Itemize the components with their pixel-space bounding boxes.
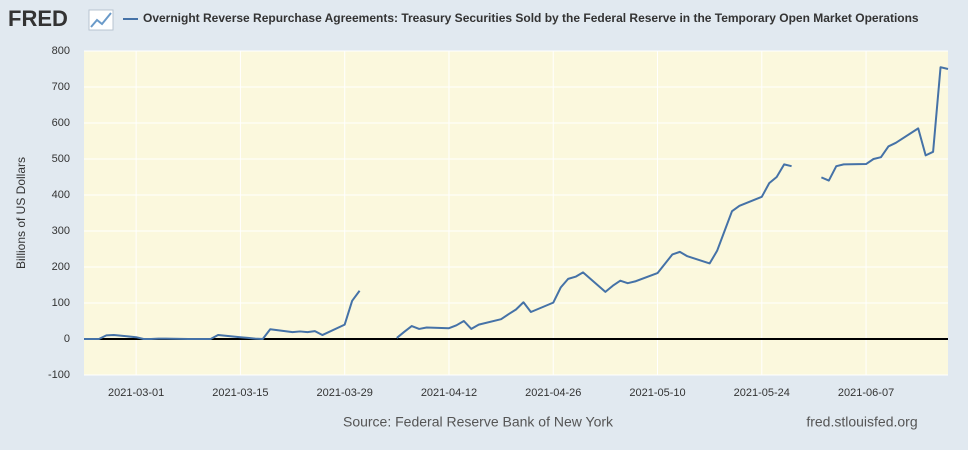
- x-tick-label: 2021-03-01: [108, 387, 164, 399]
- source: Source: Federal Reserve Bank of New York: [343, 414, 614, 430]
- x-tick-label: 2021-05-10: [629, 387, 685, 399]
- y-tick-label: 100: [52, 297, 70, 309]
- x-tick-label: 2021-05-24: [734, 387, 790, 399]
- y-tick-label: -100: [48, 369, 70, 381]
- data-line: [84, 66, 949, 340]
- x-tick-label: 2021-04-26: [525, 387, 581, 399]
- site: fred.stlouisfed.org: [806, 414, 917, 430]
- y-tick-label: 400: [52, 189, 70, 201]
- y-tick-label: 800: [52, 45, 70, 57]
- y-tick-label: 500: [52, 153, 70, 165]
- x-tick-label: 2021-03-29: [317, 387, 373, 399]
- plot-area: [84, 51, 948, 375]
- x-tick-label: 2021-06-07: [838, 387, 894, 399]
- x-tick-label: 2021-03-15: [212, 387, 268, 399]
- y-tick-label: 200: [52, 261, 70, 273]
- brand-icon: [88, 9, 114, 31]
- y-tick-label: 300: [52, 225, 70, 237]
- y-axis-label: Billions of US Dollars: [14, 157, 28, 269]
- y-tick-label: 700: [52, 81, 70, 93]
- x-tick-label: 2021-04-12: [421, 387, 477, 399]
- y-tick-label: 0: [64, 333, 70, 345]
- legend-label: Overnight Reverse Repurchase Agreements:…: [143, 11, 919, 25]
- brand: FRED: [8, 6, 68, 31]
- y-tick-label: 600: [52, 117, 70, 129]
